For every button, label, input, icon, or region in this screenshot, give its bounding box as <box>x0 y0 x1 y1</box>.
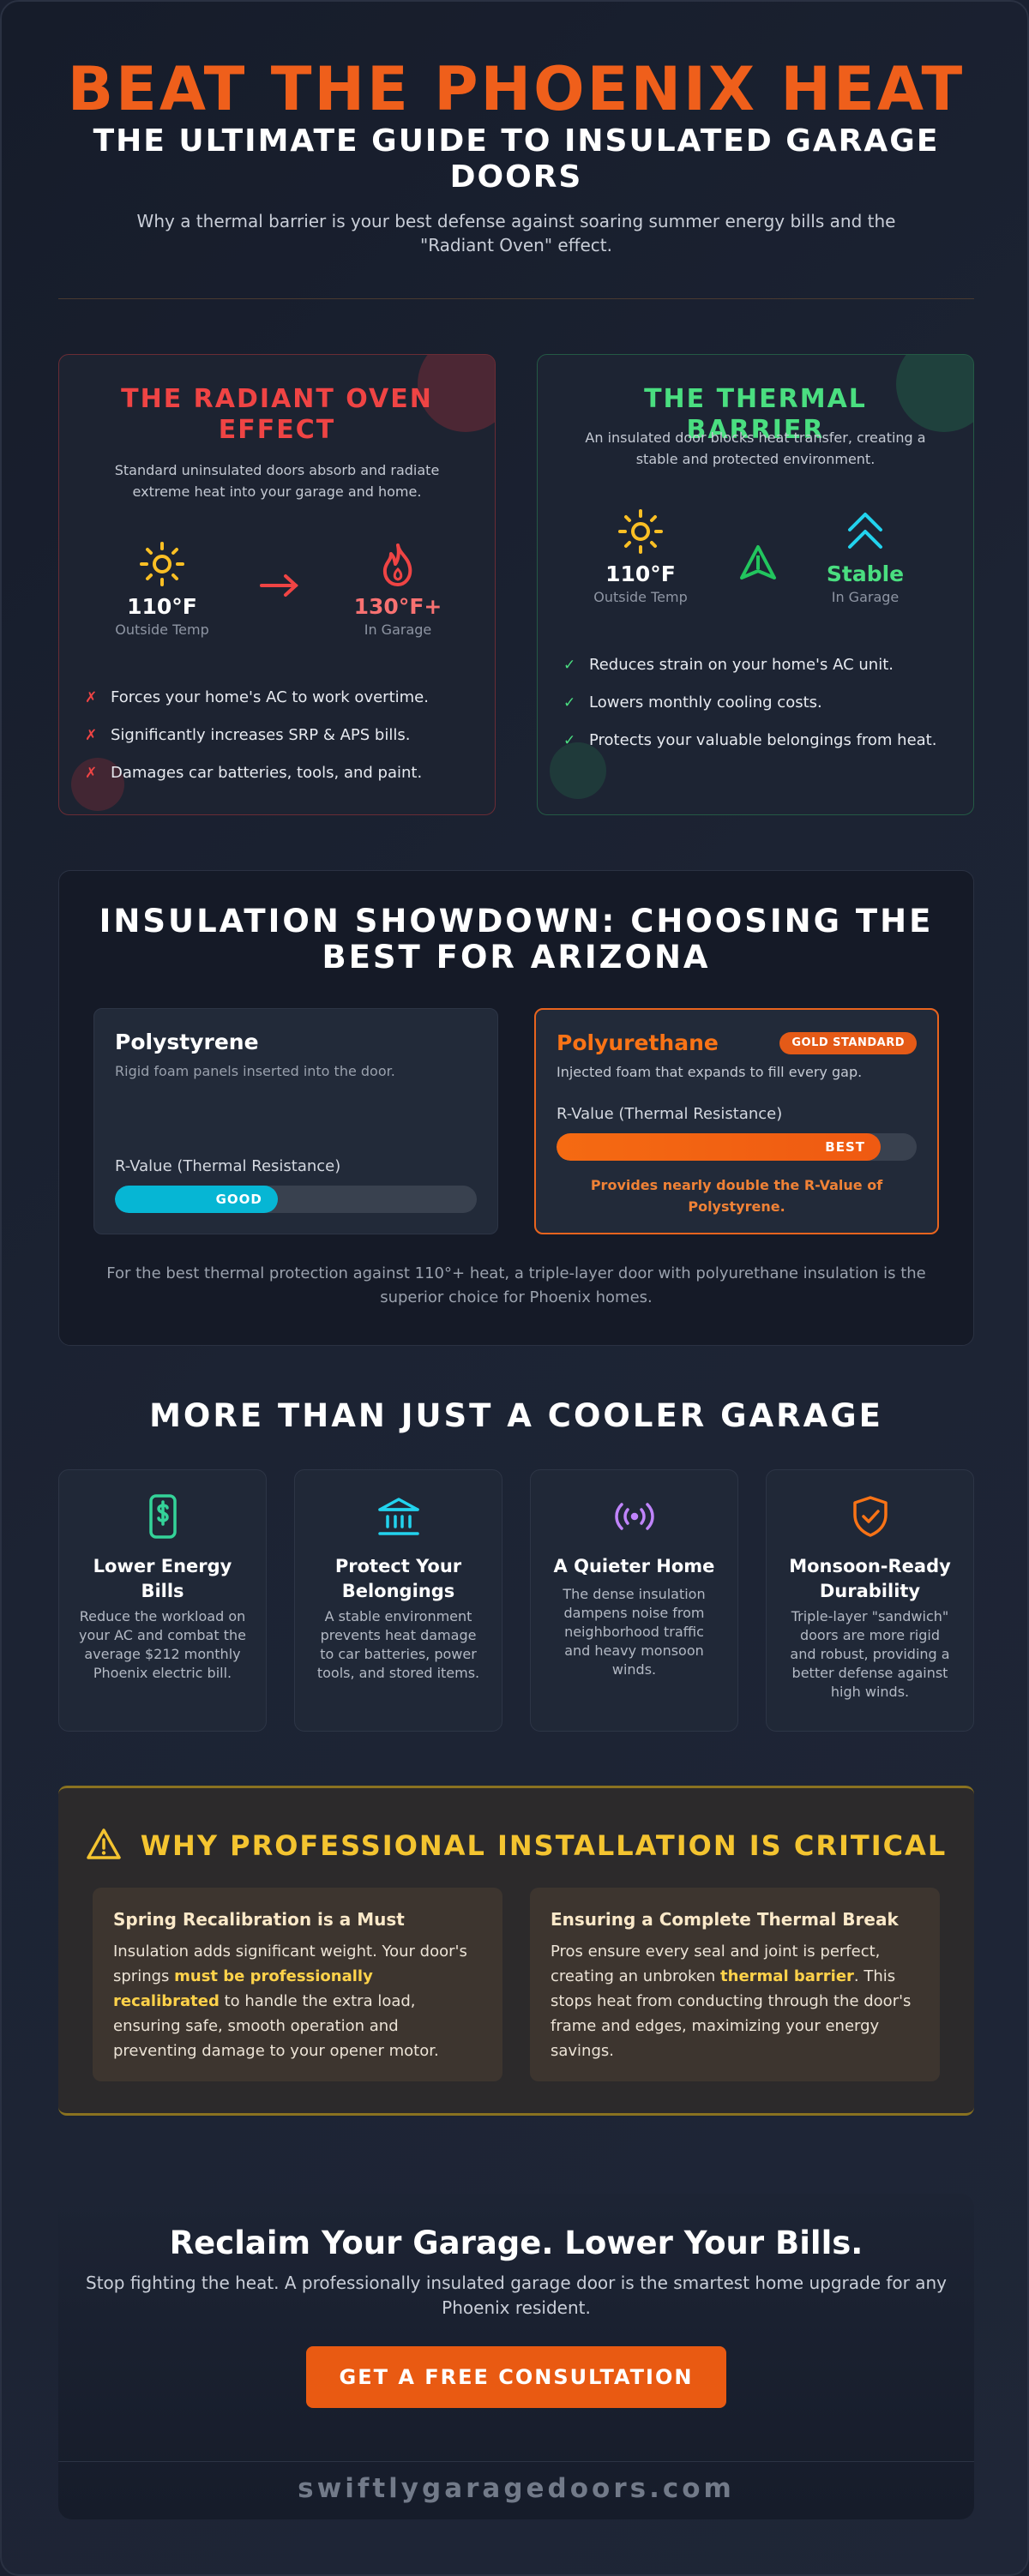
cta-title: Reclaim Your Garage. Lower Your Bills. <box>169 2225 864 2261</box>
thermal-barrier-card: THE THERMAL BARRIER An insulated door bl… <box>537 354 974 815</box>
polyurethane-rvalue-label: R-Value (Thermal Resistance) <box>557 1105 783 1123</box>
cta-description: Stop fighting the heat. A professionally… <box>86 2273 947 2318</box>
outside-temp-label: Outside Temp <box>593 589 688 605</box>
polystyrene-card: Polystyrene Rigid foam panels inserted i… <box>93 1008 498 1234</box>
decorative-glow <box>71 758 124 811</box>
garage-temp-value: Stable <box>826 561 905 586</box>
free-consultation-button[interactable]: GET A FREE CONSULTATION <box>306 2346 726 2408</box>
thermal-barrier-list: ✓ Reduces strain on your home's AC unit. … <box>563 646 956 760</box>
radiant-oven-description: Standard uninsulated doors absorb and ra… <box>114 462 440 500</box>
polyurethane-description: Injected foam that expands to fill every… <box>557 1064 863 1080</box>
website-domain: swiftlygaragedoors.com <box>298 2473 735 2504</box>
showdown-title: INSULATION SHOWDOWN: CHOOSING THE BEST F… <box>99 903 934 976</box>
thermal-barrier-description: An insulated door blocks heat transfer, … <box>585 429 926 467</box>
x-mark-icon: ✗ <box>85 727 98 744</box>
radiant-oven-card: THE RADIANT OVEN EFFECT Standard uninsul… <box>58 354 496 815</box>
showdown-footer: For the best thermal protection against … <box>106 1264 926 1306</box>
page-subtitle: THE ULTIMATE GUIDE TO INSULATED GARAGE D… <box>93 123 940 195</box>
flame-icon <box>329 538 466 590</box>
polystyrene-description: Rigid foam panels inserted into the door… <box>115 1063 395 1079</box>
chevrons-up-icon <box>797 506 934 557</box>
outside-temp-stat: 110°F Outside Temp <box>572 506 709 607</box>
benefit-title: Monsoon-Ready Durability <box>789 1556 951 1601</box>
benefit-title: Protect Your Belongings <box>334 1556 462 1601</box>
arrow-right-icon <box>258 573 301 602</box>
spring-recalibration-box: Spring Recalibration is a Must Insulatio… <box>93 1888 502 2081</box>
building-icon <box>295 1492 502 1540</box>
benefit-text: The dense insulation dampens noise from … <box>563 1586 706 1678</box>
outside-temp-value: 110°F <box>605 561 676 586</box>
outside-temp-stat: 110°F Outside Temp <box>93 538 231 639</box>
polyurethane-card: Polyurethane GOLD STANDARD Injected foam… <box>534 1008 939 1234</box>
thermal-break-title: Ensuring a Complete Thermal Break <box>551 1909 899 1930</box>
polyurethane-name: Polyurethane <box>557 1030 719 1055</box>
check-mark-icon: ✓ <box>563 694 576 712</box>
spring-text: Insulation adds significant weight. Your… <box>113 1943 467 2060</box>
polyurethane-rvalue-fill: BEST <box>557 1133 881 1161</box>
polystyrene-rvalue-bar: GOOD <box>115 1186 477 1213</box>
garage-temp-label: In Garage <box>831 589 900 605</box>
decorative-glow <box>550 742 606 799</box>
warning-icon <box>86 1828 122 1864</box>
list-item: ✗ Significantly increases SRP & APS bills… <box>85 726 411 744</box>
outside-temp-label: Outside Temp <box>115 621 209 638</box>
polyurethane-rvalue-bar: BEST <box>557 1133 917 1161</box>
benefit-title: Lower Energy Bills <box>93 1556 232 1601</box>
footer-divider <box>58 2461 974 2462</box>
polystyrene-rvalue-label: R-Value (Thermal Resistance) <box>115 1157 341 1175</box>
x-mark-icon: ✗ <box>85 765 98 782</box>
list-item: ✓ Lowers monthly cooling costs. <box>563 694 822 712</box>
thermal-break-text: Pros ensure every seal and joint is perf… <box>551 1943 912 2060</box>
spring-title: Spring Recalibration is a Must <box>113 1909 405 1930</box>
list-item: ✗ Damages car batteries, tools, and paint… <box>85 764 423 782</box>
polyurethane-note: Provides nearly double the R-Value of Po… <box>590 1177 883 1215</box>
benefit-card-quiet: A Quieter Home The dense insulation damp… <box>530 1469 738 1732</box>
page-title: BEAT THE PHOENIX HEAT <box>67 54 966 124</box>
benefit-title: A Quieter Home <box>553 1556 715 1576</box>
outside-temp-value: 110°F <box>127 594 197 619</box>
garage-temp-stat: 130°F+ In Garage <box>329 538 466 639</box>
page-description: Why a thermal barrier is your best defen… <box>136 211 896 255</box>
benefit-card-energy: Lower Energy Bills Reduce the workload o… <box>58 1469 267 1732</box>
benefit-text: Triple-layer "sandwich" doors are more r… <box>790 1608 950 1700</box>
benefits-title: MORE THAN JUST A COOLER GARAGE <box>149 1397 883 1434</box>
list-item: ✓ Reduces strain on your home's AC unit. <box>563 656 894 674</box>
radiant-oven-title: THE RADIANT OVEN EFFECT <box>121 384 433 445</box>
garage-temp-label: In Garage <box>364 621 432 638</box>
gold-standard-badge: GOLD STANDARD <box>779 1032 917 1054</box>
benefit-card-belongings: Protect Your Belongings A stable environ… <box>294 1469 502 1732</box>
professional-header: WHY PROFESSIONAL INSTALLATION IS CRITICA… <box>58 1824 974 1867</box>
sun-icon <box>93 538 231 590</box>
list-item: ✓ Protects your valuable belongings from … <box>563 731 937 749</box>
garage-temp-stat: Stable In Garage <box>797 506 934 607</box>
benefit-text: Reduce the workload on your AC and comba… <box>79 1608 246 1681</box>
shield-check-icon <box>767 1492 973 1540</box>
insulation-showdown-section: INSULATION SHOWDOWN: CHOOSING THE BEST F… <box>58 870 974 1346</box>
cta-section: Reclaim Your Garage. Lower Your Bills. S… <box>58 2194 974 2519</box>
header-divider <box>58 298 974 299</box>
x-mark-icon: ✗ <box>85 689 98 706</box>
garage-temp-value: 130°F+ <box>353 594 442 619</box>
benefit-card-durability: Monsoon-Ready Durability Triple-layer "s… <box>766 1469 974 1732</box>
money-phone-icon <box>59 1492 266 1540</box>
polystyrene-name: Polystyrene <box>115 1030 259 1054</box>
thermal-barrier-title: THE THERMAL BARRIER <box>644 384 867 445</box>
sound-waves-icon <box>531 1492 737 1540</box>
professional-title: WHY PROFESSIONAL INSTALLATION IS CRITICA… <box>140 1829 948 1862</box>
shield-arrow-icon <box>738 543 778 586</box>
benefit-text: A stable environment prevents heat damag… <box>316 1608 480 1681</box>
thermal-break-box: Ensuring a Complete Thermal Break Pros e… <box>530 1888 940 2081</box>
sun-icon <box>572 506 709 557</box>
check-mark-icon: ✓ <box>563 657 576 674</box>
professional-installation-section: WHY PROFESSIONAL INSTALLATION IS CRITICA… <box>58 1786 974 2116</box>
radiant-oven-list: ✗ Forces your home's AC to work overtime.… <box>85 679 478 792</box>
polystyrene-rvalue-fill: GOOD <box>115 1186 278 1213</box>
list-item: ✗ Forces your home's AC to work overtime. <box>85 688 429 706</box>
check-mark-icon: ✓ <box>563 732 576 749</box>
